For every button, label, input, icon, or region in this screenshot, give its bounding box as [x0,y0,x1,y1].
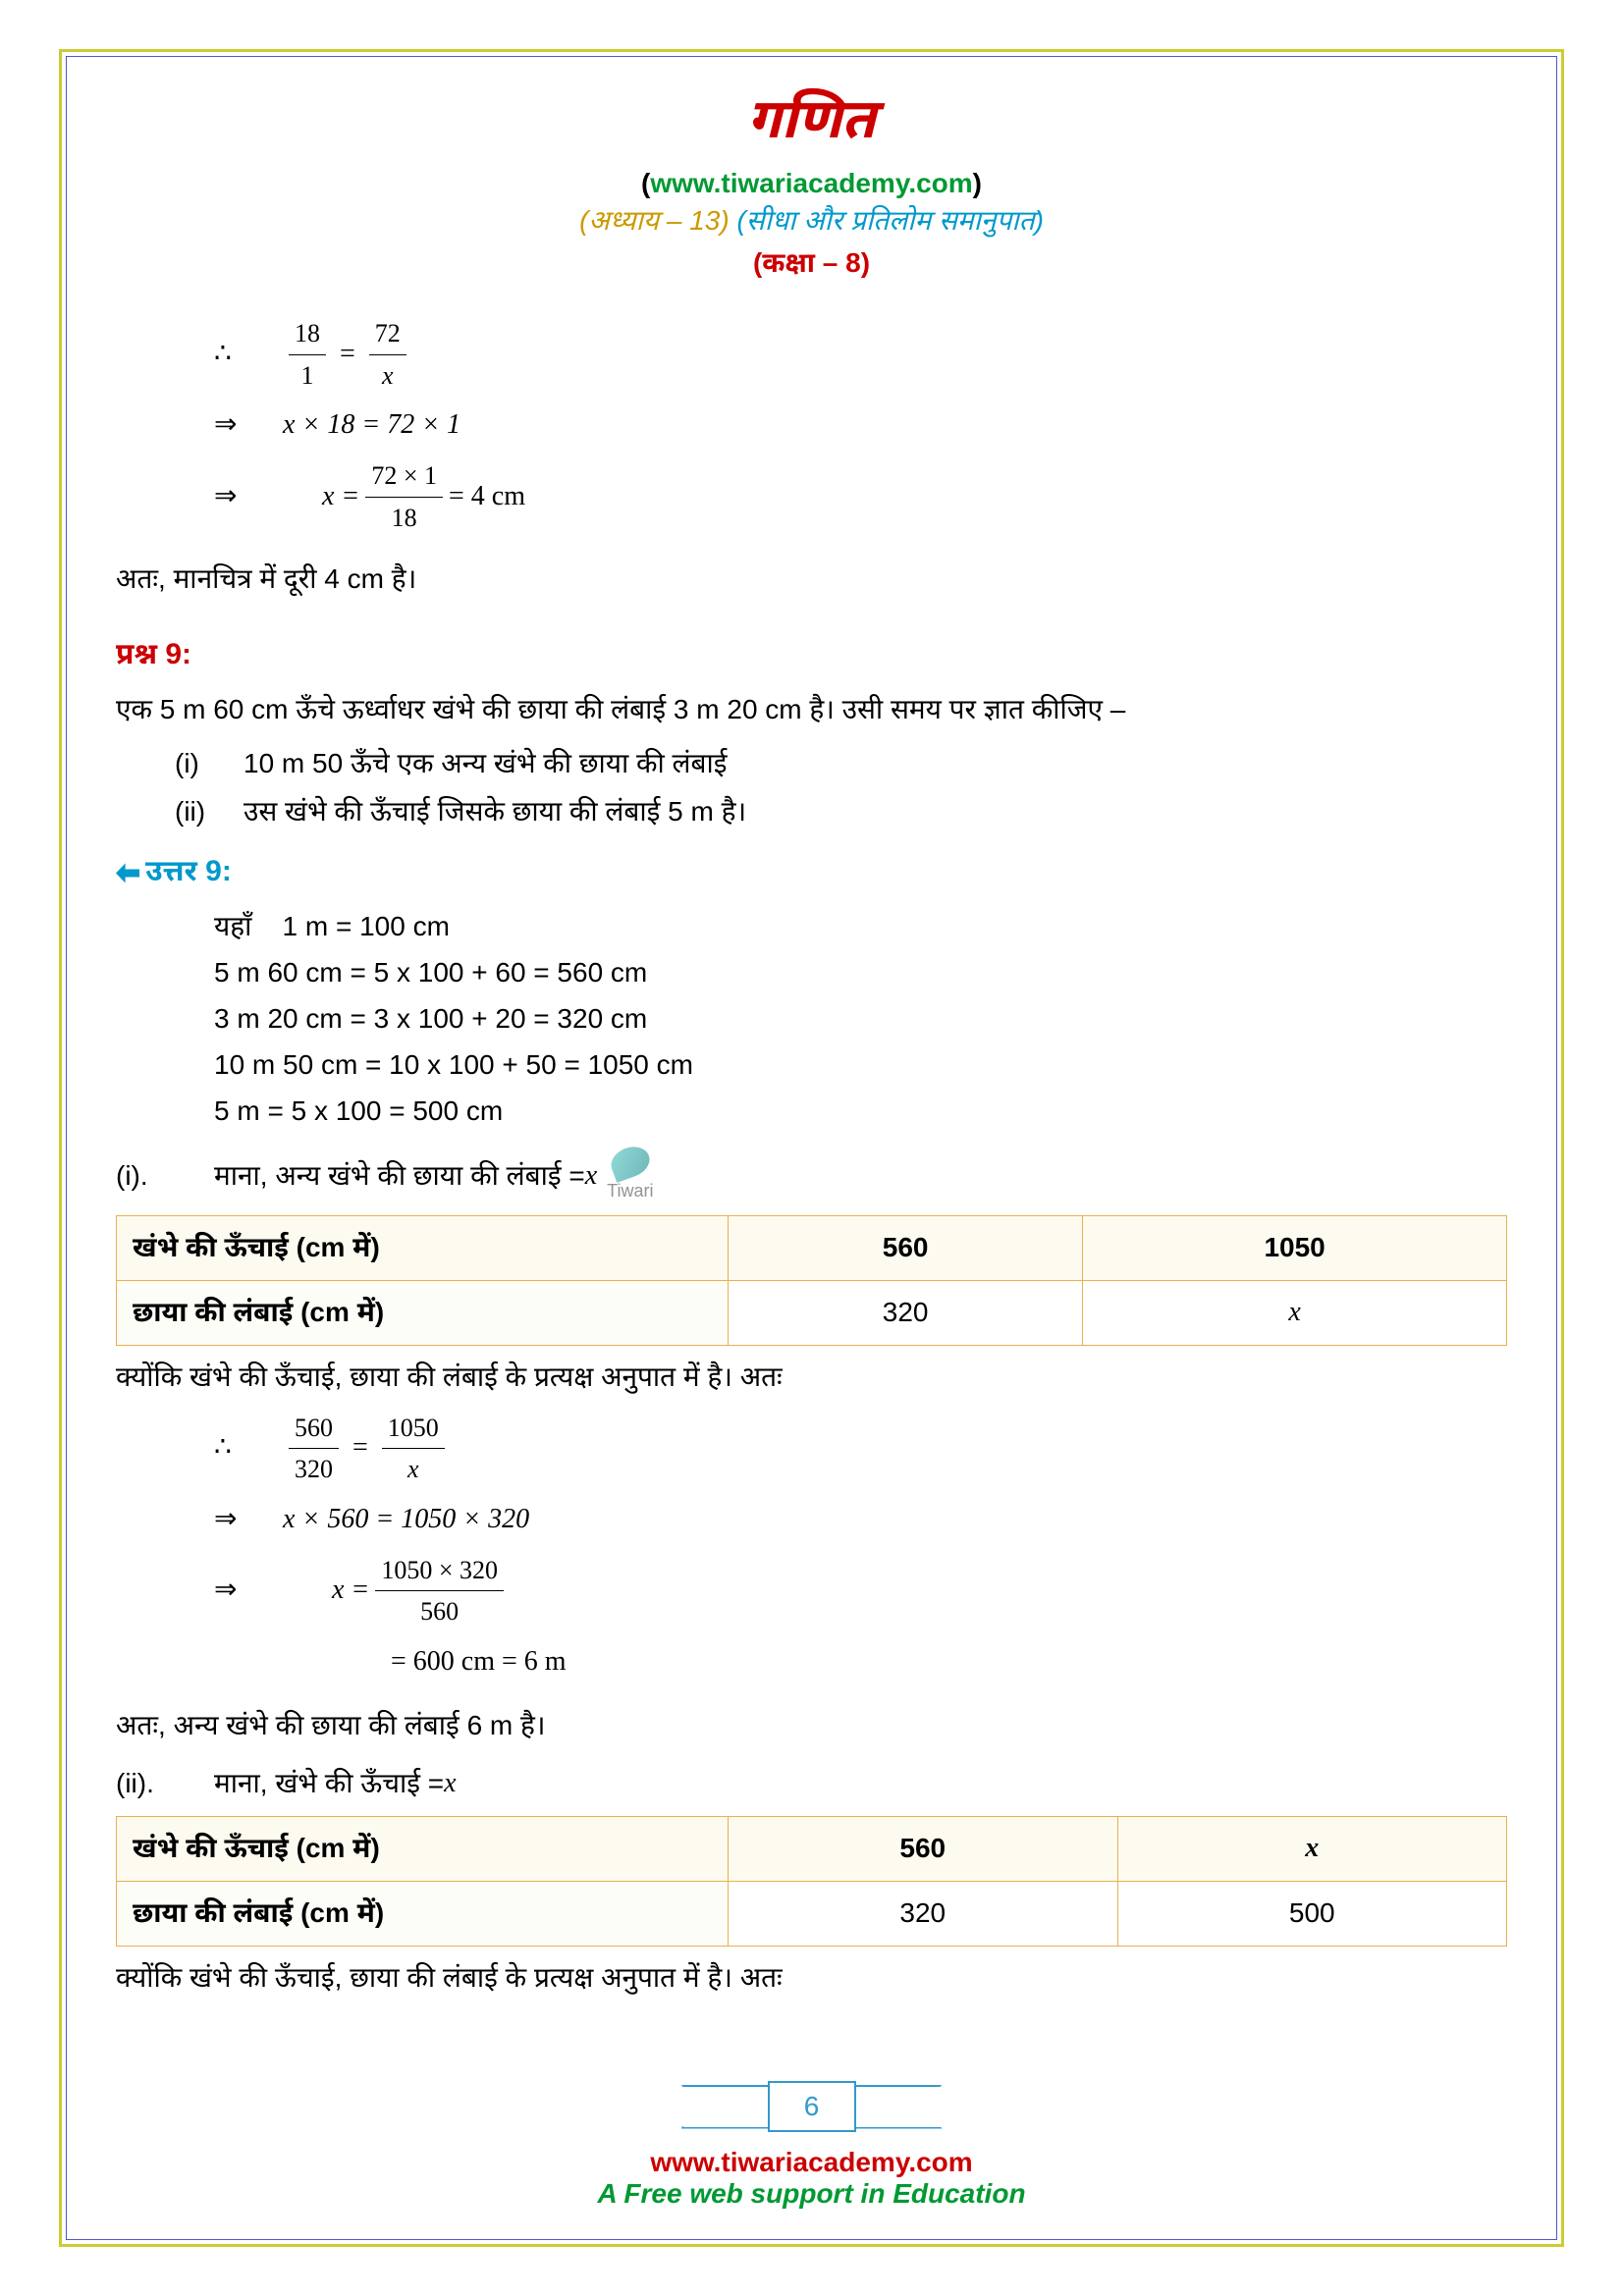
page-header: गणित (www.tiwariacademy.com) (अध्याय – 1… [116,86,1507,284]
table-row: खंभे की ऊँचाई (cm में) 560 1050 [117,1216,1507,1281]
table-row: छाया की लंबाई (cm में) 320 x [117,1280,1507,1345]
top-conclusion: अतः, मानचित्र में दूरी 4 cm है। [116,558,1507,602]
part-i-reason: क्योंकि खंभे की ऊँचाई, छाया की लंबाई के … [116,1356,1507,1400]
cell: 560 [729,1216,1083,1281]
page-number: 6 [768,2081,856,2132]
chapter-topic: (सीधा और प्रतिलोम समानुपात) [736,205,1043,236]
question-9-text: एक 5 m 60 cm ऊँचे ऊर्ध्वाधर खंभे की छाया… [116,688,1507,732]
watermark-icon: Tiwari [607,1148,653,1205]
fraction: 72x [369,313,406,396]
table-part-ii: खंभे की ऊँचाई (cm में) 560 x छाया की लंब… [116,1816,1507,1947]
cell: 560 [729,1817,1117,1882]
answer-arrow-icon [116,863,139,882]
inner-border: गणित (www.tiwariacademy.com) (अध्याय – 1… [66,56,1557,2240]
question-9-label: प्रश्न 9: [116,631,1507,678]
cell: 320 [729,1881,1117,1946]
therefore-symbol: ∴ [214,1426,283,1470]
implies-symbol: ⇒ [214,1498,283,1542]
cell: 320 [729,1280,1083,1345]
content-body: ∴ 181 = 72x ⇒ x × 18 = 72 × 1 ⇒ x = 72 ×… [116,313,1507,2000]
footer-tagline: A Free web support in Education [67,2178,1556,2210]
sub-item-i: (i) 10 m 50 ऊँचे एक अन्य खंभे की छाया की… [175,742,1507,786]
math-line-2: ⇒ x × 18 = 72 × 1 [214,403,1507,448]
part-i-math: ∴ 560320 = 1050x ⇒ x × 560 = 1050 × 320 … [214,1408,1507,1684]
subject-title: गणित [116,86,1507,160]
implies-symbol: ⇒ [214,403,283,448]
website-line: (www.tiwariacademy.com) [116,168,1507,199]
ribbon-left-icon [681,2085,770,2129]
part-i-label: (i). माना, अन्य खंभे की छाया की लंबाई = … [116,1148,1507,1205]
table-row: छाया की लंबाई (cm में) 320 500 [117,1881,1507,1946]
chapter-line: (अध्याय – 13) (सीधा और प्रतिलोम समानुपात… [116,205,1507,241]
implies-symbol: ⇒ [214,475,283,519]
chapter-num: (अध्याय – 13) [579,205,730,236]
question-9-sublist: (i) 10 m 50 ऊँचे एक अन्य खंभे की छाया की… [175,742,1507,834]
cell: x [1117,1817,1506,1882]
footer-url: www.tiwariacademy.com [67,2147,1556,2178]
fraction: 72 × 118 [365,455,443,538]
top-math-block: ∴ 181 = 72x ⇒ x × 18 = 72 × 1 ⇒ x = 72 ×… [214,313,1507,538]
math-line-3: ⇒ x = 72 × 118 = 4 cm [214,455,1507,538]
cell: 1050 [1083,1216,1507,1281]
cell: 500 [1117,1881,1506,1946]
part-ii-reason: क्योंकि खंभे की ऊँचाई, छाया की लंबाई के … [116,1956,1507,2001]
part-i-conclusion: अतः, अन्य खंभे की छाया की लंबाई 6 m है। [116,1704,1507,1748]
page-footer: 6 www.tiwariacademy.com A Free web suppo… [67,2081,1556,2210]
class-line: (कक्षा – 8) [116,247,1507,284]
row-header: छाया की लंबाई (cm में) [117,1881,729,1946]
row-header: खंभे की ऊँचाई (cm में) [117,1817,729,1882]
row-header: छाया की लंबाई (cm में) [117,1280,729,1345]
part-ii-label: (ii). माना, खंभे की ऊँचाई = x [116,1762,1507,1806]
table-row: खंभे की ऊँचाई (cm में) 560 x [117,1817,1507,1882]
ribbon-right-icon [854,2085,943,2129]
fraction: 181 [289,313,326,396]
cell: x [1083,1280,1507,1345]
math-line-1: ∴ 181 = 72x [214,313,1507,396]
therefore-symbol: ∴ [214,333,283,377]
sub-item-ii: (ii) उस खंभे की ऊँचाई जिसके छाया की लंबा… [175,790,1507,834]
implies-symbol: ⇒ [214,1569,283,1613]
table-part-i: खंभे की ऊँचाई (cm में) 560 1050 छाया की … [116,1215,1507,1346]
conversion-block: यहाँ 1 m = 100 cm 5 m 60 cm = 5 x 100 + … [214,905,1507,1133]
outer-border: गणित (www.tiwariacademy.com) (अध्याय – 1… [59,49,1564,2247]
page-number-ribbon: 6 [681,2081,943,2132]
row-header: खंभे की ऊँचाई (cm में) [117,1216,729,1281]
website-url: www.tiwariacademy.com [650,168,972,198]
answer-9-label: उत्तर 9: [116,848,1507,895]
